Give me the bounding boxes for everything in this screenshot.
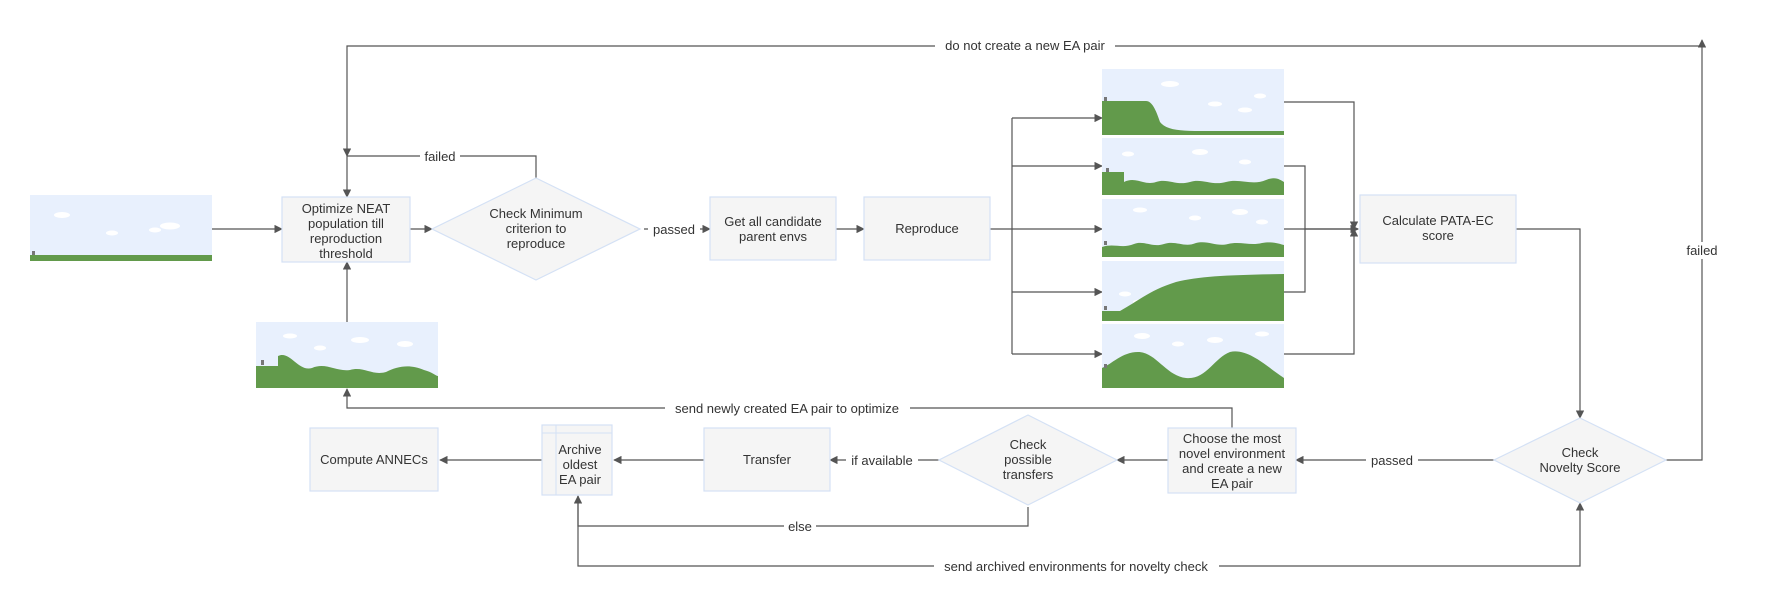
edge-no-new-pair [342, 45, 1702, 157]
node-check-transfers: Check possible transfers [937, 414, 1119, 506]
label-send-archived: send archived environments for novelty c… [944, 559, 1208, 574]
label-failed-min: failed [424, 149, 455, 164]
label-send-new-pair: send newly created EA pair to optimize [675, 401, 899, 416]
archive-line-2: oldest [563, 457, 598, 472]
edge-env2-to-pata [1284, 165, 1359, 234]
env-thumbnail-3 [1102, 199, 1284, 257]
choose-line-4: EA pair [1211, 476, 1254, 491]
env-thumbnail-2 [1102, 138, 1284, 195]
edge-env5-to-pata [1284, 228, 1359, 355]
get-parents-line-2: parent envs [739, 229, 807, 244]
label-else: else [788, 519, 812, 534]
optimize-line-1: Optimize NEAT [302, 201, 391, 216]
label-passed-novelty: passed [1371, 453, 1413, 468]
node-check-min-criterion: Check Minimum criterion to reproduce [430, 177, 642, 281]
label-no-new-pair: do not create a new EA pair [945, 38, 1105, 53]
archive-line-3: EA pair [559, 472, 602, 487]
edge-send-archived [577, 496, 1585, 567]
novelty-line-2: Novelty Score [1540, 460, 1621, 475]
check-transfers-line-1: Check [1010, 437, 1047, 452]
env-thumbnail-5 [1102, 324, 1284, 388]
novelty-line-1: Check [1562, 445, 1599, 460]
node-pata-ec: Calculate PATA-EC score [1359, 194, 1517, 264]
label-passed-min: passed [653, 222, 695, 237]
check-min-line-1: Check Minimum [489, 206, 582, 221]
node-compute-annecs: Compute ANNECs [309, 427, 439, 492]
optimize-line-3: reproduction [310, 231, 382, 246]
pata-ec-line-2: score [1422, 228, 1454, 243]
transfer-label: Transfer [743, 452, 792, 467]
node-optimize: Optimize NEAT population till reproducti… [281, 196, 411, 263]
get-parents-line-1: Get all candidate [724, 214, 822, 229]
choose-line-2: novel environment [1179, 446, 1286, 461]
check-transfers-line-3: transfers [1003, 467, 1054, 482]
check-min-line-3: reproduce [507, 236, 566, 251]
edge-env4-to-pata [1284, 229, 1306, 293]
archive-line-1: Archive [558, 442, 601, 457]
edge-pata-to-novelty [1516, 228, 1585, 419]
choose-line-3: and create a new [1182, 461, 1282, 476]
node-choose-novel: Choose the most novel environment and cr… [1167, 427, 1297, 494]
node-get-parents: Get all candidate parent envs [709, 196, 837, 261]
choose-line-1: Choose the most [1183, 431, 1282, 446]
edge-labels: do not create a new EA pair failed passe… [420, 37, 1722, 575]
check-min-line-2: criterion to [506, 221, 567, 236]
edge-env1-to-pata [1284, 101, 1359, 230]
node-reproduce: Reproduce [863, 196, 991, 261]
node-archive: Archive oldest EA pair [541, 424, 613, 496]
env-thumbnail-4 [1102, 261, 1284, 321]
env-thumbnail-initial [30, 195, 212, 261]
optimize-line-2: population till [308, 216, 384, 231]
optimize-line-4: threshold [319, 246, 372, 261]
compute-annecs-label: Compute ANNECs [320, 452, 428, 467]
edge-novelty-failed [1666, 39, 1707, 461]
node-transfer: Transfer [703, 427, 831, 492]
env-thumbnail-new-pair [256, 322, 438, 388]
pata-ec-line-1: Calculate PATA-EC [1382, 213, 1493, 228]
node-novelty-check: Check Novelty Score [1492, 417, 1668, 504]
reproduce-label: Reproduce [895, 221, 959, 236]
label-failed-novelty: failed [1686, 243, 1717, 258]
label-if-available: if available [851, 453, 912, 468]
env-thumbnail-1 [1102, 69, 1284, 135]
check-transfers-line-2: possible [1004, 452, 1052, 467]
